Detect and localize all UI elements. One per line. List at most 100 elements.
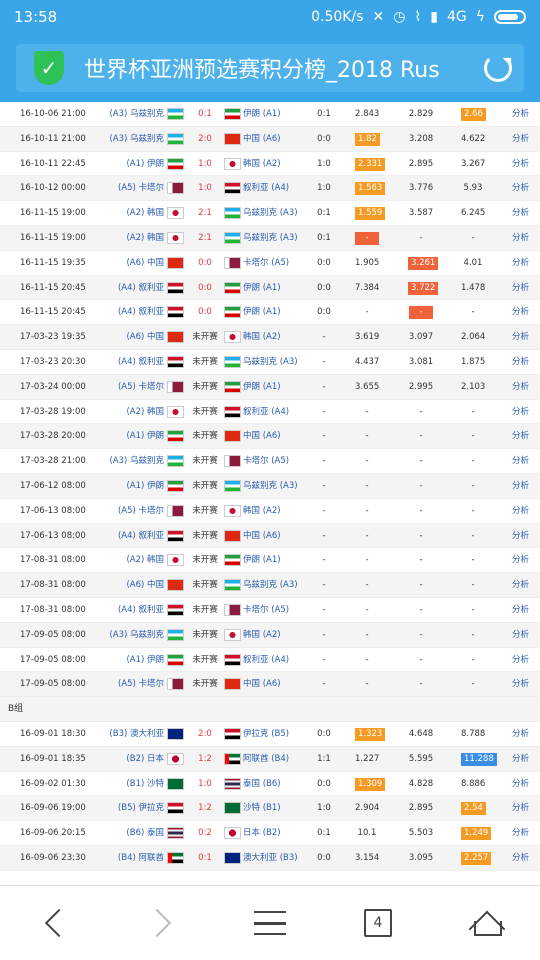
analysis-link[interactable]: 分析 bbox=[512, 555, 530, 566]
analysis-link[interactable]: 分析 bbox=[512, 406, 530, 417]
analysis-link[interactable]: 分析 bbox=[512, 778, 530, 789]
away-team[interactable]: 乌兹别克 (A3) bbox=[243, 208, 298, 219]
analysis-link[interactable]: 分析 bbox=[512, 282, 530, 293]
menu-button[interactable] bbox=[240, 893, 300, 953]
analysis-link[interactable]: 分析 bbox=[512, 109, 530, 119]
away-team[interactable]: 韩国 (A2) bbox=[243, 505, 281, 516]
home-team[interactable]: (A1) 伊朗 bbox=[126, 158, 164, 169]
away-team[interactable]: 卡塔尔 (A5) bbox=[243, 257, 290, 268]
home-team[interactable]: (B1) 沙特 bbox=[126, 778, 164, 789]
away-team[interactable]: 中国 (A6) bbox=[243, 431, 281, 442]
analysis-link[interactable]: 分析 bbox=[512, 480, 530, 491]
analysis-link[interactable]: 分析 bbox=[512, 803, 530, 814]
away-team[interactable]: 乌兹别克 (A3) bbox=[243, 480, 298, 491]
away-team[interactable]: 伊拉克 (B5) bbox=[243, 728, 290, 739]
home-team[interactable]: (A2) 韩国 bbox=[126, 232, 164, 243]
away-team[interactable]: 伊朗 (A1) bbox=[243, 282, 281, 293]
home-team[interactable]: (A2) 韩国 bbox=[126, 406, 164, 417]
away-team[interactable]: 韩国 (A2) bbox=[243, 158, 281, 169]
analysis-link[interactable]: 分析 bbox=[512, 753, 530, 764]
analysis-link[interactable]: 分析 bbox=[512, 431, 530, 442]
home-team[interactable]: (A2) 韩国 bbox=[126, 208, 164, 219]
back-button[interactable] bbox=[24, 893, 84, 953]
forward-button[interactable] bbox=[132, 893, 192, 953]
analysis-link[interactable]: 分析 bbox=[512, 257, 530, 268]
away-team[interactable]: 韩国 (A2) bbox=[243, 332, 281, 343]
away-team[interactable]: 泰国 (B6) bbox=[243, 778, 281, 789]
analysis-link[interactable]: 分析 bbox=[512, 629, 530, 640]
away-team[interactable]: 阿联酋 (B4) bbox=[243, 753, 290, 764]
home-team[interactable]: (A5) 卡塔尔 bbox=[117, 505, 164, 516]
away-team[interactable]: 乌兹别克 (A3) bbox=[243, 356, 298, 367]
analysis-link[interactable]: 分析 bbox=[512, 232, 530, 243]
home-team[interactable]: (B5) 伊拉克 bbox=[117, 803, 164, 814]
analysis-link[interactable]: 分析 bbox=[512, 852, 530, 863]
away-team[interactable]: 叙利亚 (A4) bbox=[243, 654, 290, 665]
analysis-link[interactable]: 分析 bbox=[512, 828, 530, 839]
analysis-link[interactable]: 分析 bbox=[512, 133, 530, 144]
home-team[interactable]: (A6) 中国 bbox=[126, 580, 164, 591]
tabs-button[interactable]: 4 bbox=[348, 893, 408, 953]
away-team[interactable]: 乌兹别克 (A3) bbox=[243, 232, 298, 243]
home-team[interactable]: (A5) 卡塔尔 bbox=[117, 183, 164, 194]
odds-value: 4.828 bbox=[408, 778, 434, 789]
home-team[interactable]: (A4) 叙利亚 bbox=[117, 604, 164, 615]
home-team[interactable]: (A5) 卡塔尔 bbox=[117, 679, 164, 690]
analysis-link[interactable]: 分析 bbox=[512, 456, 530, 467]
home-team[interactable]: (A3) 乌兹别克 bbox=[109, 133, 164, 144]
away-team[interactable]: 卡塔尔 (A5) bbox=[243, 456, 290, 467]
analysis-link[interactable]: 分析 bbox=[512, 208, 530, 219]
analysis-link[interactable]: 分析 bbox=[512, 158, 530, 169]
home-team[interactable]: (A1) 伊朗 bbox=[126, 654, 164, 665]
analysis-link[interactable]: 分析 bbox=[512, 654, 530, 665]
analysis-link[interactable]: 分析 bbox=[512, 530, 530, 541]
away-team[interactable]: 中国 (A6) bbox=[243, 133, 281, 144]
home-team[interactable]: (A2) 韩国 bbox=[126, 555, 164, 566]
away-team[interactable]: 伊朗 (A1) bbox=[243, 307, 281, 318]
home-team[interactable]: (A4) 叙利亚 bbox=[117, 282, 164, 293]
analysis-link[interactable]: 分析 bbox=[512, 356, 530, 367]
home-team[interactable]: (A3) 乌兹别克 bbox=[109, 109, 164, 119]
home-team[interactable]: (A1) 伊朗 bbox=[126, 480, 164, 491]
analysis-link[interactable]: 分析 bbox=[512, 679, 530, 690]
away-team[interactable]: 乌兹别克 (A3) bbox=[243, 580, 298, 591]
home-team[interactable]: (B6) 泰国 bbox=[126, 828, 164, 839]
away-team[interactable]: 伊朗 (A1) bbox=[243, 109, 281, 119]
analysis-link[interactable]: 分析 bbox=[512, 728, 530, 739]
home-team[interactable]: (A5) 卡塔尔 bbox=[117, 381, 164, 392]
home-team[interactable]: (A4) 叙利亚 bbox=[117, 307, 164, 318]
away-team[interactable]: 伊朗 (A1) bbox=[243, 555, 281, 566]
away-team[interactable]: 沙特 (B1) bbox=[243, 803, 281, 814]
home-team[interactable]: (A6) 中国 bbox=[126, 257, 164, 268]
refresh-icon[interactable] bbox=[484, 54, 512, 82]
away-team[interactable]: 叙利亚 (A4) bbox=[243, 406, 290, 417]
away-team[interactable]: 中国 (A6) bbox=[243, 679, 281, 690]
home-team[interactable]: (B3) 澳大利亚 bbox=[109, 728, 164, 739]
home-team[interactable]: (A4) 叙利亚 bbox=[117, 530, 164, 541]
address-bar[interactable]: ✓ 世界杯亚洲预选赛积分榜_2018 Rus bbox=[16, 44, 524, 92]
analysis-link[interactable]: 分析 bbox=[512, 183, 530, 194]
analysis-link[interactable]: 分析 bbox=[512, 332, 530, 343]
analysis-link[interactable]: 分析 bbox=[512, 580, 530, 591]
home-team[interactable]: (A6) 中国 bbox=[126, 332, 164, 343]
analysis-link[interactable]: 分析 bbox=[512, 505, 530, 516]
home-team[interactable]: (A3) 乌兹别克 bbox=[109, 456, 164, 467]
analysis-link[interactable]: 分析 bbox=[512, 604, 530, 615]
analysis-link[interactable]: 分析 bbox=[512, 381, 530, 392]
away-team[interactable]: 中国 (A6) bbox=[243, 530, 281, 541]
home-button[interactable] bbox=[456, 893, 516, 953]
home-team[interactable]: (B2) 日本 bbox=[126, 753, 164, 764]
away-team[interactable]: 叙利亚 (A4) bbox=[243, 183, 290, 194]
home-team[interactable]: (A3) 乌兹别克 bbox=[109, 629, 164, 640]
away-team[interactable]: 日本 (B2) bbox=[243, 828, 281, 839]
odds-3: - bbox=[461, 449, 485, 474]
away-team[interactable]: 韩国 (A2) bbox=[243, 629, 281, 640]
away-team[interactable]: 伊朗 (A1) bbox=[243, 381, 281, 392]
analysis-link[interactable]: 分析 bbox=[512, 307, 530, 318]
home-team[interactable]: (A1) 伊朗 bbox=[126, 431, 164, 442]
home-team[interactable]: (A4) 叙利亚 bbox=[117, 356, 164, 367]
home-team[interactable]: (B4) 阿联酋 bbox=[117, 852, 164, 863]
away-team[interactable]: 卡塔尔 (A5) bbox=[243, 604, 290, 615]
match-score: 1:0 bbox=[198, 158, 212, 169]
away-team[interactable]: 澳大利亚 (B3) bbox=[243, 852, 298, 863]
